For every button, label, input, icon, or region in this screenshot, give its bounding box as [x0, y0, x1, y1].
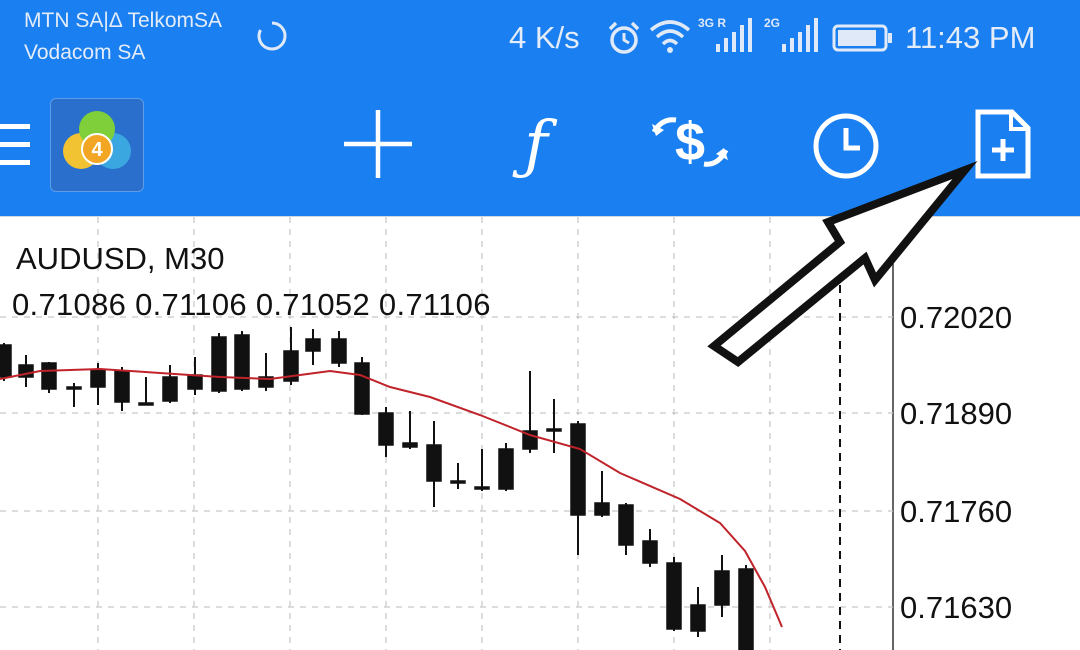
candle-bear [426, 444, 442, 482]
chart-canvas[interactable] [0, 217, 1080, 650]
signal-2g-icon: 2G [764, 16, 820, 56]
price-chart[interactable]: AUDUSD, M30 0.71086 0.71106 0.71052 0.71… [0, 216, 1080, 650]
price-axis-label: 0.71890 [900, 396, 1013, 431]
candle-bear [378, 412, 394, 446]
candle-bear [331, 338, 347, 364]
candle-bear [690, 604, 706, 632]
candle-bear [354, 362, 370, 415]
carrier-name-2: Vodacom SA [24, 41, 146, 64]
clock-icon[interactable] [812, 112, 880, 180]
signal-2g-label: 2G [764, 16, 781, 30]
candle-bear [402, 442, 418, 448]
candle-bear [258, 376, 274, 388]
menu-icon[interactable] [0, 122, 32, 168]
svg-text:$: $ [675, 112, 705, 172]
candle-bear [234, 334, 250, 390]
candle-bear [283, 350, 299, 382]
toolbar: 4 ƒ $ [0, 80, 1080, 216]
app-logo[interactable]: 4 [50, 98, 144, 192]
signal-3g-label: 3G R [698, 16, 727, 30]
chart-symbol: AUDUSD, M30 [16, 241, 225, 276]
trade-icon[interactable]: $ [648, 110, 732, 174]
price-axis-label: 0.72020 [900, 300, 1013, 335]
candle-bear [450, 480, 466, 484]
carrier-name-1: MTN SA|Δ TelkomSA [24, 9, 223, 32]
candle-bear [162, 376, 178, 402]
candle-bear [714, 570, 730, 606]
candle-bear [474, 486, 490, 490]
status-clock: 11:43 PM [905, 20, 1036, 55]
annotation-arrow [707, 160, 978, 367]
new-order-icon[interactable] [974, 108, 1032, 180]
signal-3g-icon: 3G R [698, 16, 754, 56]
candle-bear [666, 562, 682, 630]
wifi-icon [649, 20, 691, 53]
candle-bear [305, 338, 321, 352]
candle-bear [211, 336, 227, 392]
battery-icon [832, 24, 892, 52]
metatrader-logo-icon: 4 [63, 111, 131, 169]
candle-bear [114, 370, 130, 403]
function-icon[interactable]: ƒ [510, 108, 562, 180]
candle-bear [138, 402, 154, 406]
alarm-icon [608, 21, 640, 54]
candle-bear [642, 540, 658, 564]
app-logo-badge: 4 [91, 139, 103, 161]
svg-text:ƒ: ƒ [512, 108, 558, 180]
candle-bear [66, 386, 82, 390]
candle-bear [738, 568, 754, 650]
candle-bear [0, 344, 12, 378]
price-axis-label: 0.71760 [900, 494, 1013, 529]
candle-bear [594, 502, 610, 516]
chart-ohlc-values: 0.71086 0.71106 0.71052 0.71106 [12, 287, 491, 322]
sync-icon [257, 21, 287, 51]
candle-bear [41, 362, 57, 390]
candle-bear [546, 428, 562, 432]
status-bar: MTN SA|Δ TelkomSA Vodacom SA 4 K/s 3G R … [0, 0, 1080, 80]
price-axis-label: 0.71630 [900, 590, 1013, 625]
moving-average-line [0, 367, 783, 628]
crosshair-icon[interactable] [344, 110, 412, 178]
candle-bear [90, 369, 106, 388]
network-speed: 4 K/s [509, 20, 580, 55]
candle-bear [498, 448, 514, 490]
candle-bear [187, 374, 203, 390]
candle-bear [570, 423, 586, 516]
candle-bear [618, 504, 634, 546]
